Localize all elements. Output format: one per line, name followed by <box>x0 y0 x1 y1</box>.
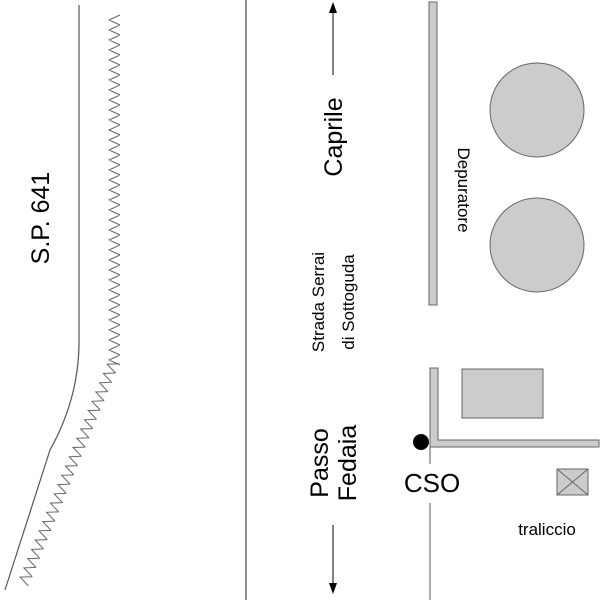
passo-label-line1: Passo <box>306 428 334 497</box>
passo-label-line2: Fedaia <box>334 425 362 502</box>
tank-circle <box>489 197 585 293</box>
cso-label: CSO <box>404 468 460 498</box>
embankment-hatching <box>18 14 121 587</box>
building-rect <box>461 368 544 419</box>
depuratore-label: Depuratore <box>454 147 473 232</box>
cso-marker <box>413 434 429 450</box>
strada-label-line2: di Sottoguda <box>339 254 358 350</box>
arrow-down-icon <box>329 583 337 594</box>
caprile-label: Caprile <box>320 97 348 176</box>
depuratore-wall <box>428 1 438 306</box>
road-edge-line <box>4 5 80 591</box>
tank-circle <box>489 62 585 158</box>
pylon-icon <box>556 468 589 496</box>
arrow-up-icon <box>329 2 337 13</box>
road-label-sp641: S.P. 641 <box>27 172 55 265</box>
traliccio-label: traliccio <box>518 520 576 539</box>
strada-label-line1: Strada Serrai <box>309 252 328 352</box>
